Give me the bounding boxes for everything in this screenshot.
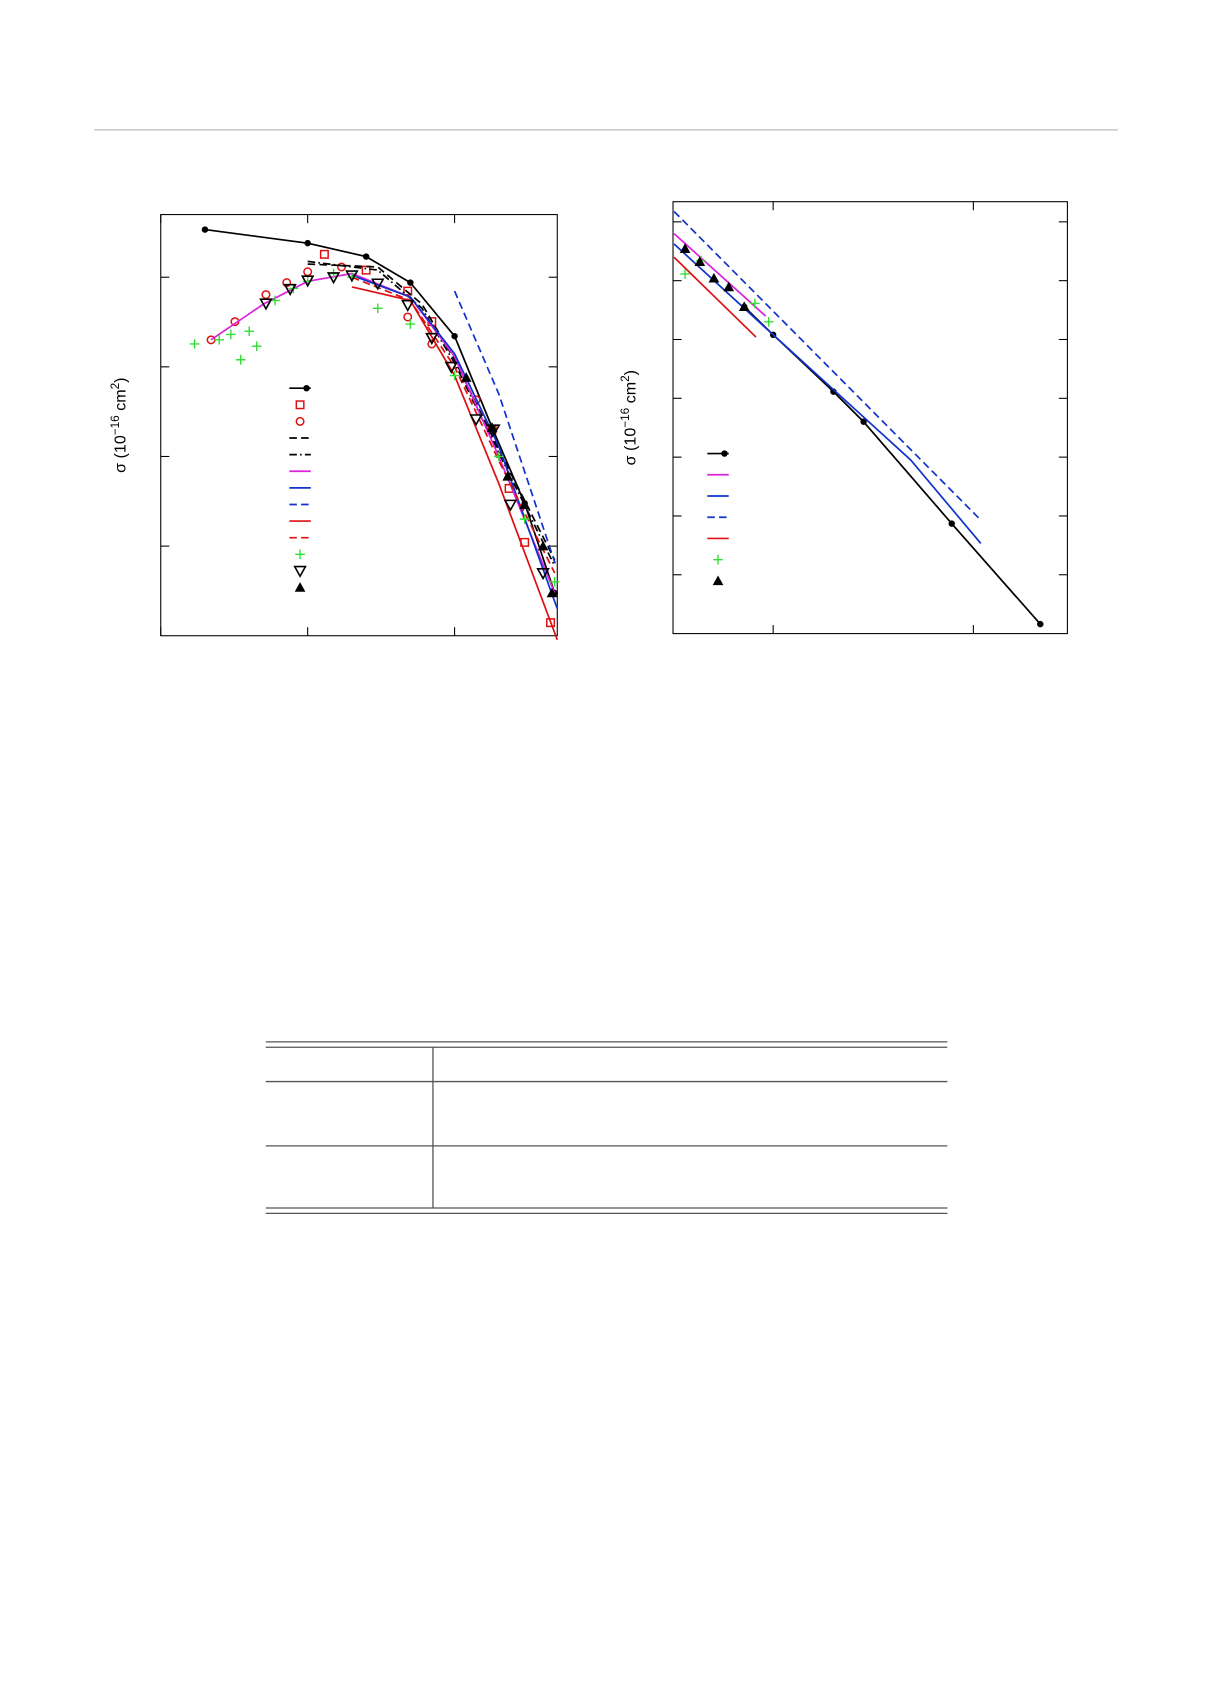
data-point xyxy=(300,275,315,288)
data-point xyxy=(469,414,483,427)
legend-marker xyxy=(293,565,307,578)
data-point xyxy=(235,354,246,365)
y-axis-label-part: σ (10 xyxy=(111,435,129,473)
legend-marker xyxy=(294,582,306,592)
data-point xyxy=(449,370,460,381)
data-point xyxy=(371,278,385,291)
series-line xyxy=(673,233,767,317)
data-point xyxy=(1037,620,1044,628)
data-point xyxy=(486,422,498,432)
series-line xyxy=(743,306,1041,625)
y-axis-label-part: cm xyxy=(111,389,129,415)
data-point xyxy=(860,418,867,425)
series-line xyxy=(204,228,556,594)
data-point xyxy=(546,618,556,628)
chart: σ (10−16 cm2) xyxy=(619,201,1068,635)
data-point xyxy=(738,301,750,312)
data-point xyxy=(244,326,255,337)
y-axis-label-part: 2 xyxy=(109,383,122,390)
legend-marker xyxy=(713,554,723,565)
data-point xyxy=(679,243,691,253)
data-point xyxy=(723,281,735,292)
series-line xyxy=(210,272,556,594)
data-point xyxy=(680,269,690,279)
y-axis-label-part: σ (10 xyxy=(622,428,640,466)
series-line xyxy=(351,274,559,610)
data-point xyxy=(460,372,472,382)
data-point xyxy=(425,332,439,345)
data-point xyxy=(282,278,292,288)
data-point xyxy=(304,239,311,247)
data-point xyxy=(319,249,329,259)
data-point xyxy=(493,451,504,462)
legend-marker xyxy=(721,450,728,457)
y-axis-label-part: ) xyxy=(622,370,640,375)
data-point xyxy=(549,576,560,587)
legend-marker xyxy=(712,575,724,586)
data-point xyxy=(503,499,518,512)
data-point xyxy=(270,295,280,306)
series-line xyxy=(673,210,982,521)
data-point xyxy=(201,226,209,233)
y-axis-label: σ (10−16 cm2) xyxy=(109,377,129,472)
data-point xyxy=(251,341,262,352)
series-line xyxy=(673,256,757,338)
data-point xyxy=(372,303,383,314)
data-point xyxy=(361,265,371,275)
data-point xyxy=(536,567,550,581)
plot-frame xyxy=(160,214,558,637)
data-point xyxy=(303,267,313,277)
chart: σ (10−16 cm2) xyxy=(109,214,560,641)
data-point xyxy=(708,272,720,283)
data-point xyxy=(337,262,347,272)
data-point xyxy=(519,514,530,524)
data-point xyxy=(537,540,549,551)
data-point xyxy=(259,298,273,311)
legend-marker xyxy=(295,400,305,410)
data-point xyxy=(403,286,413,296)
series-line xyxy=(351,276,556,574)
data-point xyxy=(519,499,531,509)
data-point xyxy=(261,290,271,300)
data-point xyxy=(444,361,459,374)
y-axis-label-part: −16 xyxy=(619,407,632,427)
data-point xyxy=(451,332,458,340)
data-point xyxy=(226,329,236,340)
data-point xyxy=(546,587,558,598)
data-point xyxy=(694,256,706,267)
data-point xyxy=(763,316,774,327)
data-point xyxy=(326,272,341,285)
data-point xyxy=(405,319,416,329)
legend-marker xyxy=(295,416,305,426)
y-axis-label-part: 2 xyxy=(619,375,632,382)
data-point xyxy=(401,299,415,312)
y-axis-label-part: cm xyxy=(622,382,640,408)
plot-frame xyxy=(672,201,1068,635)
data-point xyxy=(948,520,955,527)
legend-marker xyxy=(295,549,305,560)
data-point xyxy=(345,270,359,283)
data-point xyxy=(750,298,760,309)
y-axis-label-part: −16 xyxy=(109,415,122,435)
data-point xyxy=(362,253,370,260)
data-point xyxy=(407,279,414,286)
y-axis-label: σ (10−16 cm2) xyxy=(619,370,639,465)
data-point xyxy=(214,335,225,345)
table xyxy=(265,1041,948,1215)
data-point xyxy=(189,339,200,349)
series-line xyxy=(453,290,557,567)
data-point xyxy=(502,471,514,481)
y-axis-label-part: ) xyxy=(111,377,129,382)
data-point xyxy=(403,312,413,322)
legend-marker xyxy=(303,384,310,392)
series-line xyxy=(673,243,982,545)
data-point xyxy=(283,283,297,296)
series-line xyxy=(351,286,559,641)
